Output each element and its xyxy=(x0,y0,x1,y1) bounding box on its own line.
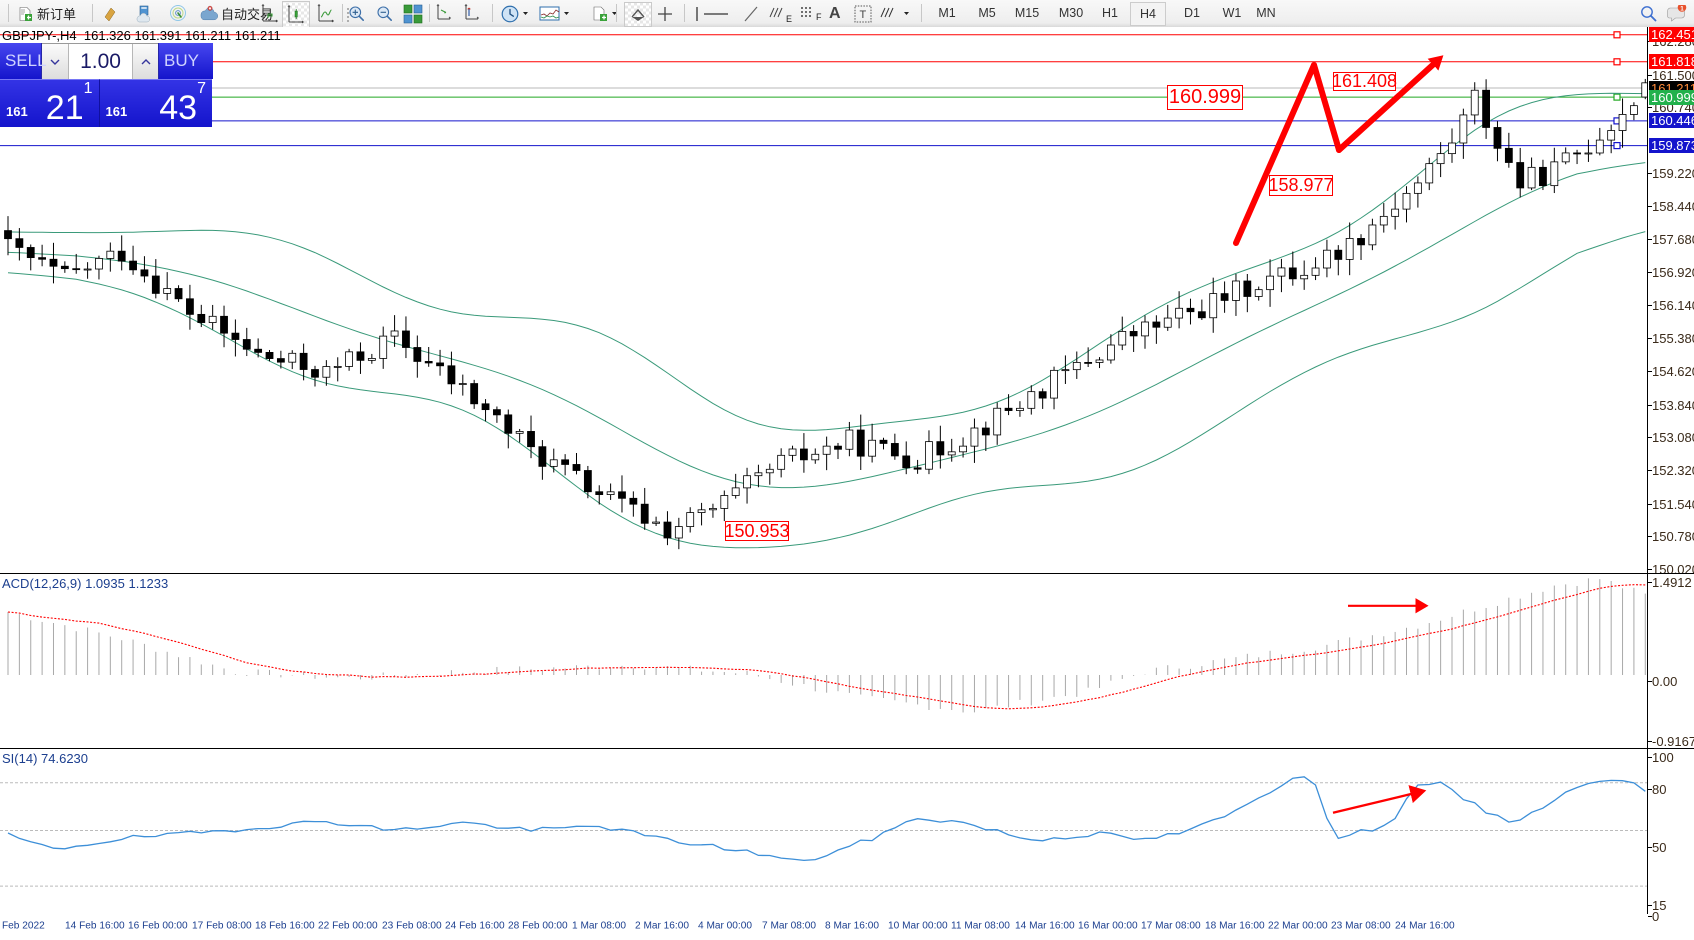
svg-text:1: 1 xyxy=(1680,5,1684,12)
svg-text:T: T xyxy=(860,9,867,21)
